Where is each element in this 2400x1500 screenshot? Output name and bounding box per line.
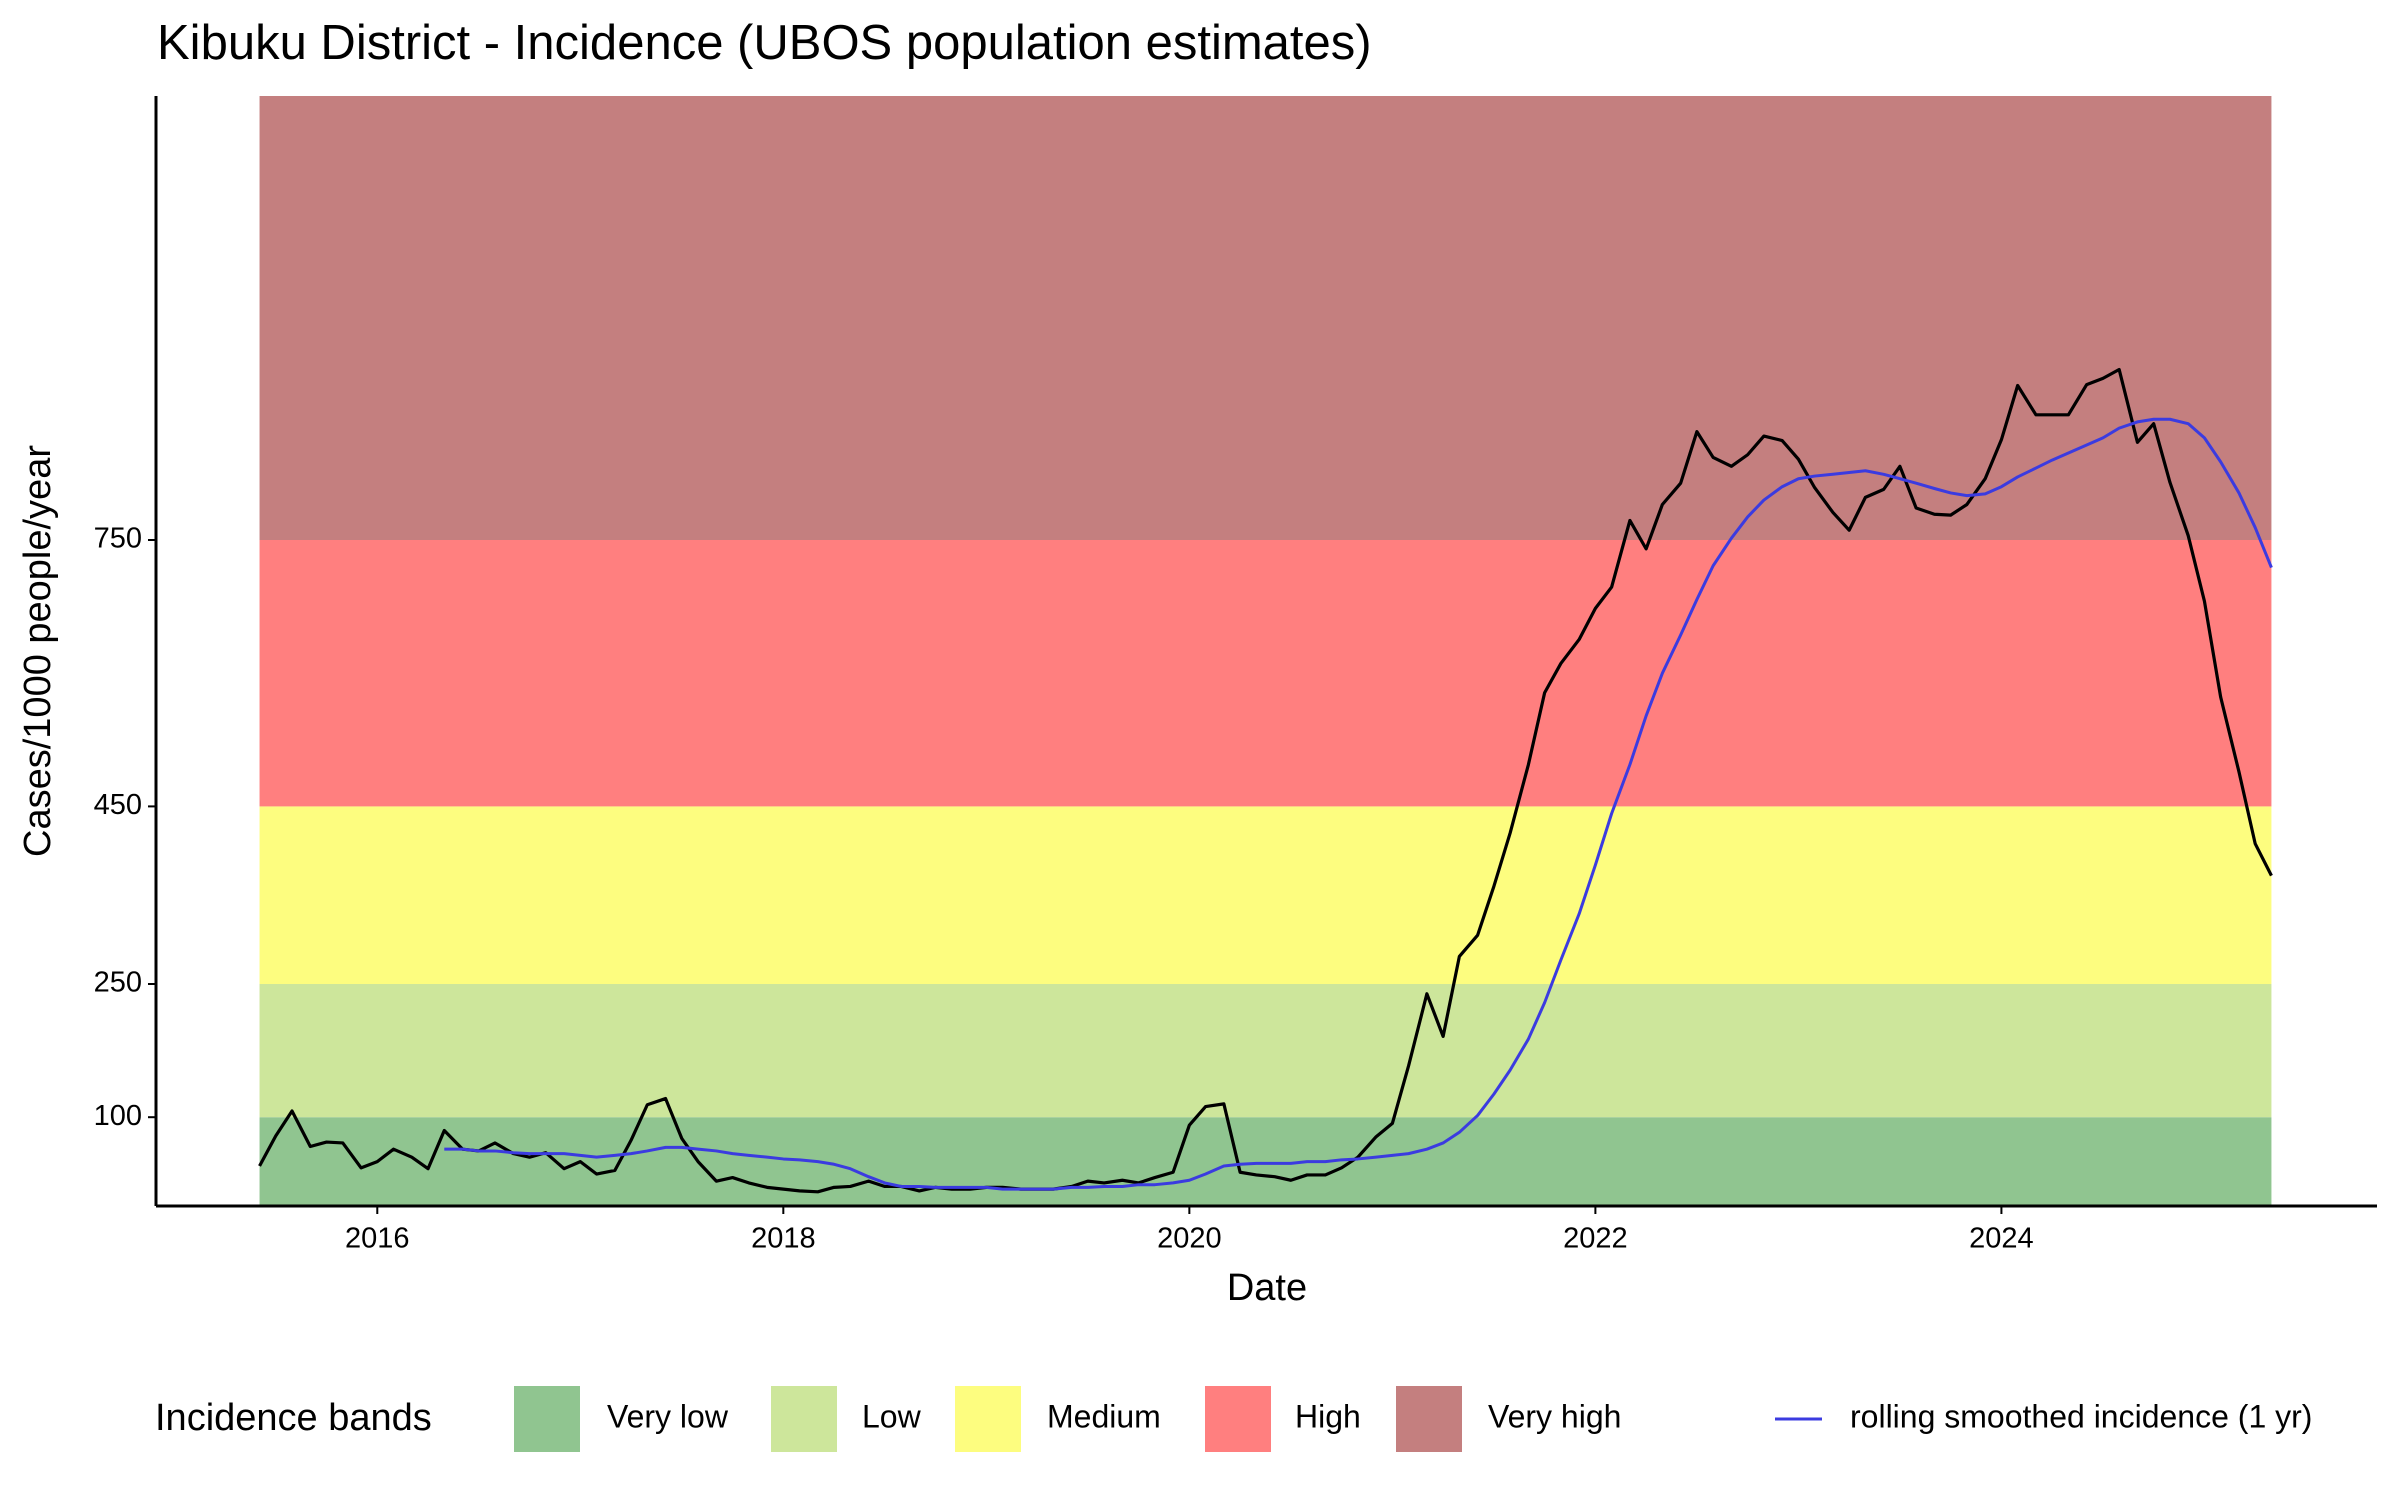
legend-label: Very high — [1488, 1398, 1621, 1434]
y-tick-label: 450 — [94, 789, 142, 821]
series-line — [258, 367, 2273, 1194]
x-tick-label: 2018 — [751, 1223, 816, 1255]
legend-swatch — [514, 1386, 580, 1452]
y-tick-label: 750 — [94, 523, 142, 555]
y-tick-label: 100 — [94, 1100, 142, 1132]
legend-label: rolling smoothed incidence (1 yr) — [1850, 1398, 2312, 1434]
x-tick-label: 2016 — [345, 1223, 410, 1255]
y-axis-label: Cases/1000 people/year — [17, 445, 59, 857]
x-tick-label: 2020 — [1157, 1223, 1222, 1255]
series-line — [444, 417, 2273, 1191]
incidence-band — [259, 984, 2272, 1118]
legend-label: High — [1295, 1398, 1361, 1434]
x-axis-label: Date — [1227, 1267, 1307, 1309]
legend-swatch — [771, 1386, 837, 1452]
legend-label: Very low — [607, 1398, 729, 1434]
incidence-band — [259, 540, 2272, 807]
y-tick-label: 250 — [94, 967, 142, 999]
legend-label: Low — [862, 1398, 922, 1434]
legend-swatch — [1205, 1386, 1271, 1452]
legend-title: Incidence bands — [155, 1397, 432, 1439]
legend-label: Medium — [1047, 1398, 1161, 1434]
legend-swatch — [1396, 1386, 1462, 1452]
incidence-band — [259, 96, 2272, 540]
x-tick-label: 2024 — [1969, 1223, 2034, 1255]
legend-swatch — [955, 1386, 1021, 1452]
incidence-band — [259, 1117, 2272, 1206]
incidence-band — [259, 806, 2272, 984]
x-tick-label: 2022 — [1563, 1223, 1628, 1255]
chart-title: Kibuku District - Incidence (UBOS popula… — [157, 16, 1372, 70]
